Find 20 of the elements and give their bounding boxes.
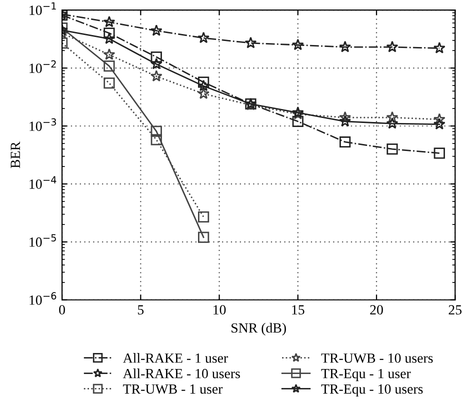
y-tick-label: 10$^{−1}$	[30, 2, 56, 15]
y-tick-label: 10$^{−2}$	[30, 60, 56, 73]
x-tick-label: 20	[370, 305, 383, 315]
y-tick-label: 10$^{−6}$	[30, 292, 56, 305]
y-tick-label: 10$^{−4}$	[30, 176, 56, 189]
x-tick-label: 15	[292, 305, 304, 315]
y-axis-title: BER	[10, 141, 20, 168]
x-tick-label: 5	[138, 305, 144, 315]
x-tick-label: 0	[59, 305, 65, 315]
legend-label: TR-UWB - 1 user	[123, 384, 223, 394]
y-tick-label: 10$^{−3}$	[30, 118, 56, 131]
x-tick-label: 25	[448, 305, 462, 315]
legend-label: All-RAKE - 10 users	[122, 368, 240, 378]
x-axis-title: SNR (dB)	[232, 322, 286, 336]
y-tick-label: 10$^{−5}$	[30, 234, 56, 247]
legend-label: TR-Equ - 10 users	[321, 384, 423, 397]
legend-label: All-RAKE - 1 user	[122, 353, 228, 363]
legend-label: TR-Equ - 1 user	[321, 368, 411, 382]
legend-label: TR-UWB - 10 users	[321, 353, 433, 363]
x-tick-label: 10	[214, 305, 226, 315]
